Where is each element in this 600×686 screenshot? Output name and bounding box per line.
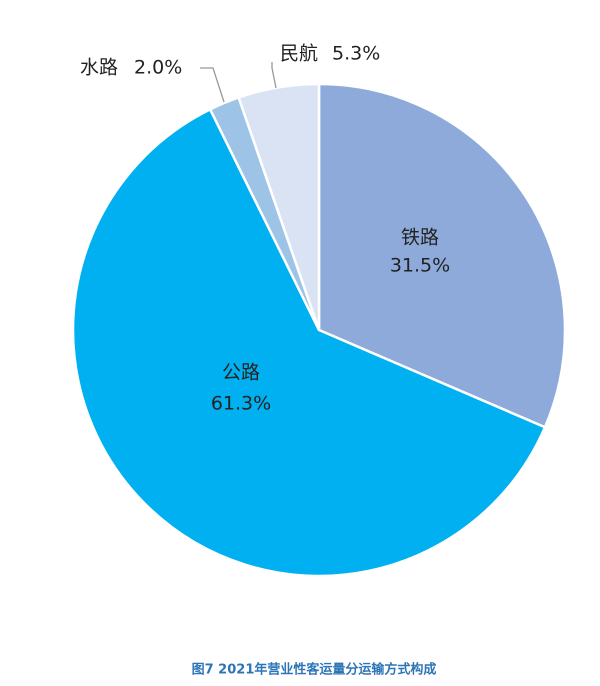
slice-label: 水路 [80, 57, 118, 79]
leader-line [200, 67, 225, 103]
chart-title: 图7 2021年营业性客运量分运输方式构成 [192, 662, 437, 678]
pie-slice [317, 82, 567, 429]
leader-line [271, 62, 277, 89]
slice-label: 公路 [222, 362, 260, 384]
value-label: 61.3% [211, 393, 271, 415]
slice-label: 铁路 [401, 227, 439, 249]
slice-label: 民航 [280, 43, 318, 65]
pie-slice [237, 82, 321, 331]
value-label: 31.5% [390, 255, 450, 277]
pie-slice [71, 107, 547, 578]
value-label: 2.0% [134, 57, 182, 79]
value-label: 5.3% [332, 43, 380, 65]
